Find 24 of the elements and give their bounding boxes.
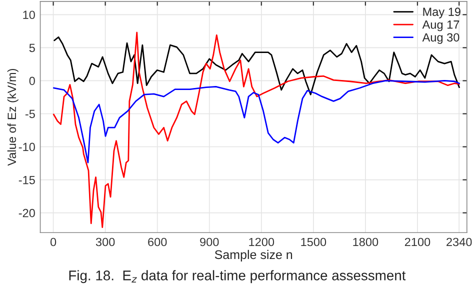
y-tick-label: 5 — [29, 44, 35, 52]
y-tick-label: 10 — [23, 10, 35, 20]
x-tick-label: 1200 — [249, 238, 274, 246]
y-tick-label: 0 — [29, 76, 35, 86]
legend-label: Aug 30 — [422, 33, 460, 44]
y-tick-label: -5 — [25, 110, 35, 118]
y-axis-title: Value of Ez (kV/m) — [7, 69, 18, 166]
line-series — [52, 32, 460, 228]
x-tick-label: 900 — [200, 238, 219, 246]
x-tick-label: 2100 — [404, 238, 430, 246]
y-tick-label: -15 — [18, 176, 35, 184]
x-tick-label: 600 — [148, 238, 167, 246]
x-tick-label: 1800 — [353, 238, 378, 246]
x-tick-label: 300 — [96, 238, 115, 246]
legend-label: Aug 17 — [422, 20, 460, 32]
x-tick-label: 1500 — [301, 238, 326, 246]
caption: Fig. 18. E$_{z}$ data for real-time performance assessment — [69, 270, 406, 284]
y-tick-label: -10 — [18, 142, 35, 152]
x-tick-label: 0 — [50, 238, 56, 246]
x-tick-label: 2340 — [446, 238, 472, 246]
legend-label: May 19 — [423, 8, 460, 18]
y-tick-label: -20 — [18, 208, 35, 218]
x-axis-title: Sample size n — [214, 250, 292, 262]
line-series — [52, 80, 460, 164]
